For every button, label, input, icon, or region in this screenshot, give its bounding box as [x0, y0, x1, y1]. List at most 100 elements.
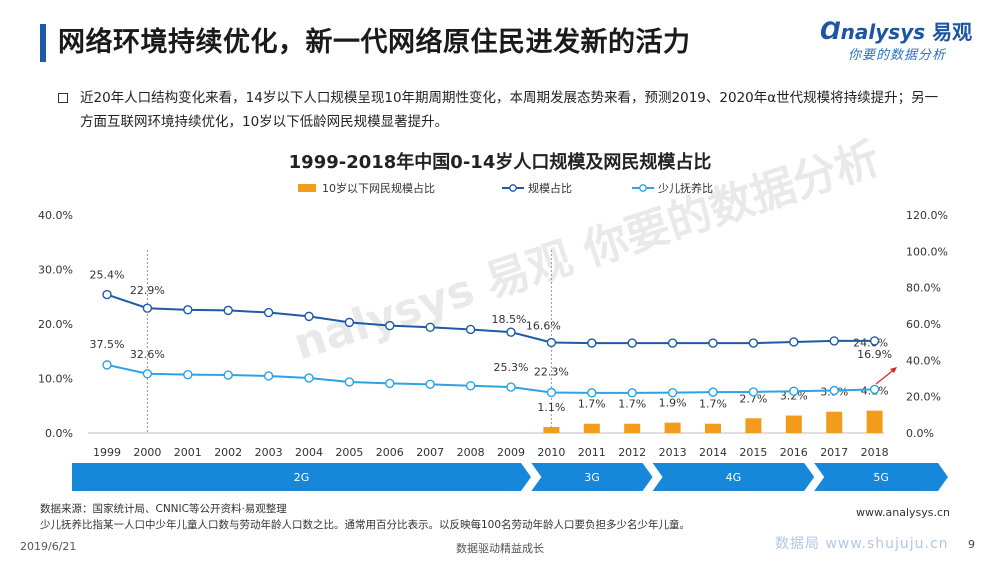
series-point — [708, 387, 718, 397]
series-point — [789, 337, 799, 347]
right-axis-tick-label: 0.0% — [906, 427, 934, 440]
right-axis-tick-label: 120.0% — [906, 209, 948, 222]
bullet-text: 近20年人口结构变化来看，14岁以下人口规模呈现10年期周期性变化，本周期发展态… — [80, 90, 939, 130]
bar — [664, 422, 681, 433]
series-point — [183, 305, 193, 315]
bar-data-label: 1.7% — [699, 398, 727, 411]
line-data-label: 22.9% — [130, 284, 165, 297]
line-data-label: 25.3% — [494, 361, 529, 374]
x-axis-tick-label: 2002 — [214, 446, 242, 459]
line-data-label: 16.6% — [526, 320, 561, 333]
bar — [826, 411, 843, 433]
series-point — [587, 388, 597, 398]
footer-slogan: 数据驱动精益成长 — [456, 542, 544, 555]
footer-date: 2019/6/21 — [20, 540, 77, 553]
bar — [785, 415, 802, 433]
series-point — [425, 379, 435, 390]
series-point — [546, 337, 557, 348]
x-axis-tick-label: 2007 — [416, 446, 444, 459]
series-point — [748, 387, 759, 397]
series-point — [304, 373, 314, 383]
series-point — [223, 305, 233, 316]
series-line — [106, 293, 875, 345]
x-axis-tick-label: 2013 — [659, 446, 687, 459]
x-axis-tick-label: 2016 — [780, 446, 808, 459]
x-axis-tick-label: 2006 — [376, 446, 404, 459]
era-segment — [814, 463, 948, 491]
legend-label: 10岁以下网民规模占比 — [322, 181, 435, 195]
era-segment — [531, 463, 653, 491]
bar-data-label: 1.9% — [659, 397, 687, 410]
series-point — [627, 338, 637, 348]
x-axis-tick-label: 2011 — [578, 446, 606, 459]
bar-data-label: 1.7% — [618, 398, 646, 411]
footer-source: 数据来源：国家统计局、CNNIC等公开资料·易观整理 少儿抚养比指某一人口中少年… — [40, 501, 690, 533]
bullet-square-icon — [58, 93, 68, 103]
era-label: 4G — [726, 471, 742, 484]
line-data-label: 25.4% — [90, 269, 125, 282]
series-point — [263, 307, 274, 318]
series-point — [304, 311, 314, 322]
line-data-label: 37.5% — [90, 338, 125, 351]
bar — [866, 410, 883, 433]
series-point — [223, 370, 233, 380]
x-axis-tick-label: 1999 — [93, 446, 121, 459]
series-point — [748, 338, 759, 348]
series-point — [708, 338, 718, 348]
series-point — [263, 371, 274, 381]
footer-url[interactable]: www.analysys.cn — [856, 506, 950, 519]
bar — [543, 427, 560, 433]
left-axis-tick-label: 20.0% — [38, 318, 73, 331]
series-point — [385, 378, 395, 389]
logo-tagline: 你要的数据分析 — [848, 48, 947, 63]
x-axis-tick-label: 2005 — [335, 446, 363, 459]
line-data-label: 18.5% — [492, 313, 527, 326]
series-point — [667, 338, 678, 348]
note-line: 少儿抚养比指某一人口中少年儿童人口数与劳动年龄人口数之比。通常用百分比表示。以反… — [40, 519, 691, 531]
series-point — [142, 369, 153, 379]
chart-title: 1999-2018年中国0-14岁人口规模及网民规模占比 — [288, 152, 712, 173]
legend-label: 规模占比 — [528, 181, 572, 195]
x-axis-tick-label: 2015 — [739, 446, 767, 459]
line-data-label: 16.9% — [857, 348, 892, 361]
series-point — [142, 303, 153, 313]
series-point — [506, 382, 516, 392]
x-axis-tick-label: 2001 — [174, 446, 202, 459]
series-point — [789, 386, 799, 396]
line-data-label: 22.3% — [534, 365, 569, 378]
legend-swatch-bar — [298, 184, 316, 192]
bar-data-label: 3.2% — [780, 390, 808, 403]
left-axis-tick-label: 30.0% — [38, 264, 73, 277]
right-axis-tick-label: 80.0% — [906, 282, 941, 295]
x-axis-tick-label: 2000 — [133, 446, 161, 459]
series-point — [587, 338, 597, 348]
x-axis-tick-label: 2004 — [295, 446, 323, 459]
series-point — [546, 387, 557, 398]
x-axis-tick-label: 2003 — [255, 446, 283, 459]
x-axis-tick-label: 2010 — [537, 446, 565, 459]
series-point — [344, 377, 355, 387]
bar-data-label: 1.1% — [537, 401, 565, 414]
bar — [745, 418, 762, 433]
bar-data-label: 2.7% — [739, 392, 767, 405]
x-axis-tick-label: 2018 — [861, 446, 889, 459]
x-axis-tick-label: 2009 — [497, 446, 525, 459]
legend-swatch-marker — [639, 184, 647, 192]
era-label: 3G — [584, 471, 600, 484]
series-point — [829, 336, 839, 346]
page-number: 9 — [968, 538, 975, 551]
analysys-logo: Ɑnalysys 易观 你要的数据分析 — [820, 16, 980, 66]
trend-arrow-head — [890, 367, 897, 373]
x-axis-tick-label: 2012 — [618, 446, 646, 459]
series-point — [667, 387, 678, 398]
series-point — [465, 324, 476, 335]
line-data-label: 32.6% — [130, 348, 165, 361]
series-point — [869, 384, 880, 395]
right-axis-tick-label: 20.0% — [906, 391, 941, 404]
bar — [624, 423, 641, 433]
series-point — [627, 388, 637, 398]
x-axis-tick-label: 2017 — [820, 446, 848, 459]
left-axis-tick-label: 40.0% — [38, 209, 73, 222]
bar — [583, 423, 600, 433]
legend-swatch-marker — [509, 184, 517, 192]
